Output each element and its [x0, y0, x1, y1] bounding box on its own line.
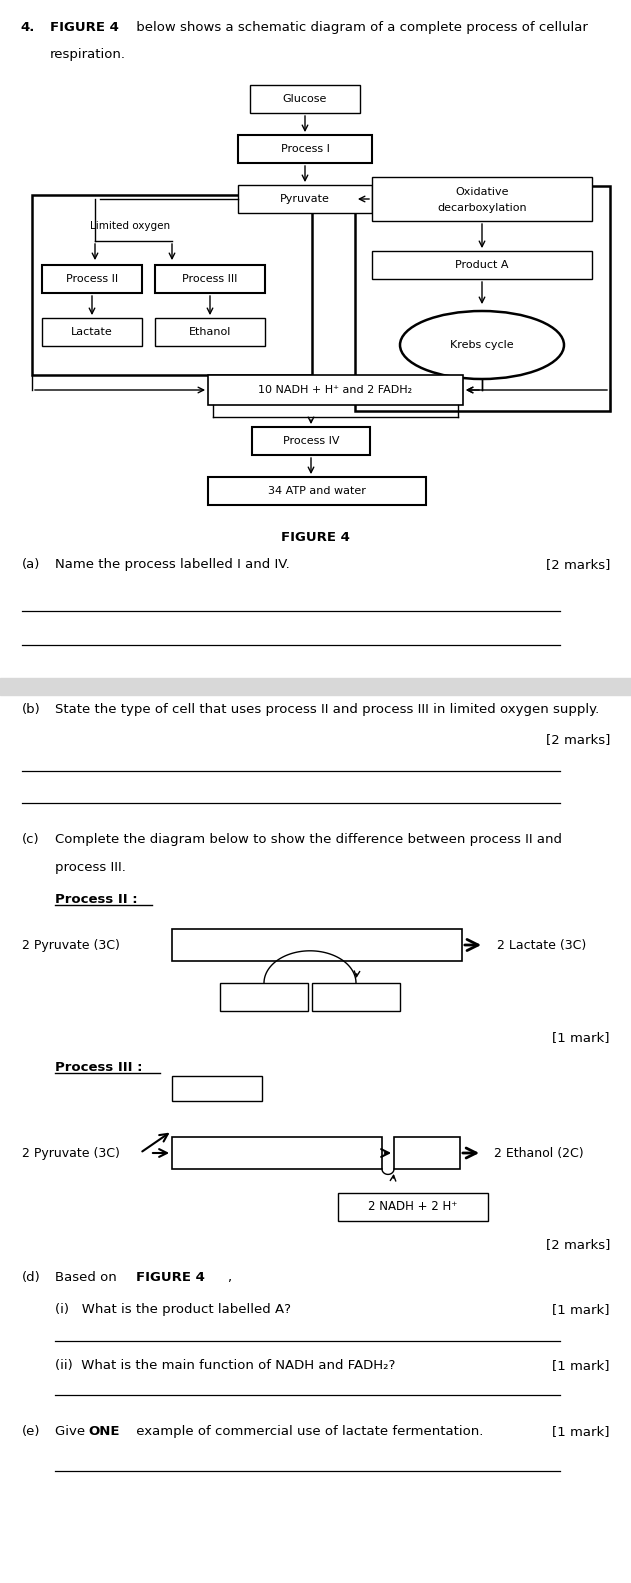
Text: FIGURE 4: FIGURE 4 — [136, 1271, 205, 1284]
Text: Give: Give — [55, 1425, 90, 1437]
FancyBboxPatch shape — [32, 195, 312, 375]
FancyBboxPatch shape — [355, 185, 610, 412]
FancyBboxPatch shape — [238, 135, 372, 163]
Text: (d): (d) — [22, 1271, 41, 1284]
Text: Pyruvate: Pyruvate — [280, 195, 330, 204]
Text: [1 mark]: [1 mark] — [553, 1358, 610, 1372]
Text: Limited oxygen: Limited oxygen — [90, 222, 170, 231]
FancyBboxPatch shape — [42, 318, 142, 347]
Text: 10 NADH + H⁺ and 2 FADH₂: 10 NADH + H⁺ and 2 FADH₂ — [259, 385, 413, 396]
Text: Process II :: Process II : — [55, 893, 138, 905]
Text: [2 marks]: [2 marks] — [546, 1238, 610, 1251]
FancyBboxPatch shape — [155, 264, 265, 293]
Text: FIGURE 4: FIGURE 4 — [281, 530, 350, 545]
FancyBboxPatch shape — [312, 983, 400, 1012]
Text: 2 Pyruvate (3C): 2 Pyruvate (3C) — [22, 1146, 120, 1159]
Text: Process IV: Process IV — [283, 435, 339, 446]
FancyBboxPatch shape — [42, 264, 142, 293]
FancyBboxPatch shape — [220, 983, 308, 1012]
Text: 2 Lactate (3C): 2 Lactate (3C) — [497, 939, 586, 951]
FancyBboxPatch shape — [250, 85, 360, 112]
Text: 2 NADH + 2 H⁺: 2 NADH + 2 H⁺ — [369, 1200, 457, 1214]
Text: below shows a schematic diagram of a complete process of cellular: below shows a schematic diagram of a com… — [132, 21, 588, 33]
Text: (a): (a) — [22, 557, 40, 571]
Text: (c): (c) — [22, 833, 40, 845]
FancyBboxPatch shape — [172, 1137, 382, 1168]
Text: 34 ATP and water: 34 ATP and water — [268, 486, 366, 495]
Text: [1 mark]: [1 mark] — [553, 1425, 610, 1437]
Text: FIGURE 4: FIGURE 4 — [50, 21, 119, 33]
Text: decarboxylation: decarboxylation — [437, 203, 527, 214]
Bar — [0, 678, 631, 695]
Text: 4.: 4. — [20, 21, 34, 33]
Text: Ethanol: Ethanol — [189, 328, 231, 337]
Text: State the type of cell that uses process II and process III in limited oxygen su: State the type of cell that uses process… — [55, 703, 599, 716]
Text: Oxidative: Oxidative — [455, 187, 509, 196]
FancyBboxPatch shape — [172, 929, 462, 961]
FancyBboxPatch shape — [372, 177, 592, 222]
Text: Lactate: Lactate — [71, 328, 113, 337]
Text: 2 Ethanol (2C): 2 Ethanol (2C) — [494, 1146, 584, 1159]
Text: Process II: Process II — [66, 274, 118, 283]
FancyBboxPatch shape — [208, 476, 426, 505]
Ellipse shape — [400, 310, 564, 378]
Text: (ii)  What is the main function of NADH and FADH₂?: (ii) What is the main function of NADH a… — [55, 1358, 396, 1372]
Text: Product A: Product A — [455, 260, 509, 271]
Text: Process I: Process I — [281, 144, 329, 154]
Text: [1 mark]: [1 mark] — [553, 1303, 610, 1315]
Text: Name the process labelled I and IV.: Name the process labelled I and IV. — [55, 557, 290, 571]
Text: Krebs cycle: Krebs cycle — [450, 340, 514, 350]
Text: [2 marks]: [2 marks] — [546, 733, 610, 746]
FancyBboxPatch shape — [208, 375, 463, 405]
Text: Based on: Based on — [55, 1271, 121, 1284]
Text: process III.: process III. — [55, 861, 126, 874]
Text: ,: , — [227, 1271, 231, 1284]
Text: Glucose: Glucose — [283, 93, 327, 104]
FancyBboxPatch shape — [372, 252, 592, 279]
FancyBboxPatch shape — [155, 318, 265, 347]
FancyBboxPatch shape — [338, 1194, 488, 1220]
FancyBboxPatch shape — [238, 185, 372, 214]
Text: (i)   What is the product labelled A?: (i) What is the product labelled A? — [55, 1303, 291, 1315]
Text: [2 marks]: [2 marks] — [546, 557, 610, 571]
Text: Process III :: Process III : — [55, 1061, 143, 1073]
Text: (b): (b) — [22, 703, 41, 716]
Text: Process III: Process III — [182, 274, 238, 283]
Text: ONE: ONE — [88, 1425, 119, 1437]
Text: [1 mark]: [1 mark] — [553, 1031, 610, 1045]
Text: 2 Pyruvate (3C): 2 Pyruvate (3C) — [22, 939, 120, 951]
FancyBboxPatch shape — [252, 427, 370, 454]
FancyBboxPatch shape — [394, 1137, 460, 1168]
FancyBboxPatch shape — [172, 1076, 262, 1102]
Text: respiration.: respiration. — [50, 47, 126, 62]
Text: Complete the diagram below to show the difference between process II and: Complete the diagram below to show the d… — [55, 833, 562, 845]
Text: (e): (e) — [22, 1425, 40, 1437]
Text: example of commercial use of lactate fermentation.: example of commercial use of lactate fer… — [132, 1425, 483, 1437]
